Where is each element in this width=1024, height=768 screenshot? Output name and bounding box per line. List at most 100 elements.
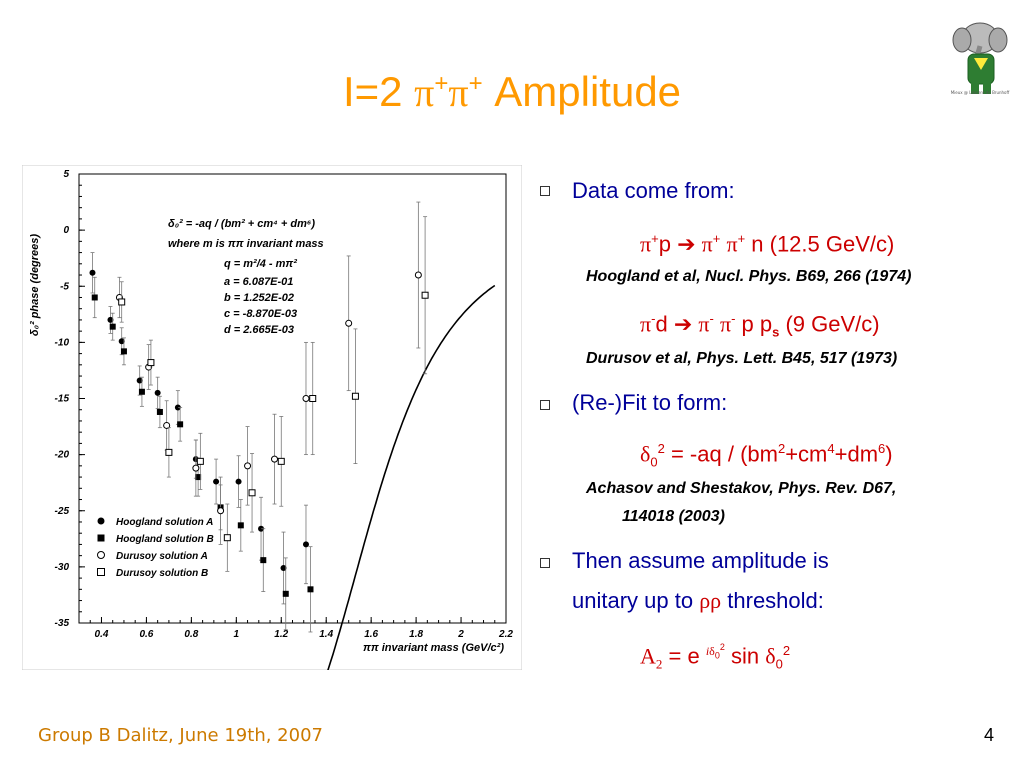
data-point-durusoy-a [271, 455, 279, 463]
data-point-hoogland-a [136, 377, 143, 384]
legend-durusoy-b: Durusoy solution B [116, 568, 208, 579]
logo-caption: Mieux @ Laurent de Brunhoff [950, 90, 1010, 95]
annotation-formula: δ₀² = -aq / (bm² + cm⁴ + dm⁶) [168, 218, 315, 230]
y-tick-label: -35 [55, 618, 70, 629]
data-point-hoogland-b [177, 421, 184, 428]
y-tick-label: 5 [63, 169, 69, 180]
y-tick-label: 0 [63, 225, 69, 236]
y-tick-label: -5 [60, 281, 69, 292]
bullet-unitarity-1: Then assume amplitude is [572, 548, 829, 573]
y-tick-label: -10 [55, 337, 70, 348]
data-point-durusoy-b [196, 457, 204, 465]
legend-hoogland-b: Hoogland solution B [116, 534, 214, 545]
x-tick-label: 1.8 [409, 629, 423, 640]
data-point-durusoy-b [118, 298, 126, 306]
data-point-durusoy-b [165, 448, 173, 456]
y-tick-label: -15 [55, 394, 70, 405]
data-point-hoogland-b [156, 408, 163, 415]
page-number: 4 [984, 725, 995, 745]
chart-frame [22, 165, 522, 670]
data-point-hoogland-b [138, 388, 145, 395]
data-point-durusoy-b [421, 291, 429, 299]
annotation-b: b = 1.252E-02 [224, 292, 294, 304]
data-point-hoogland-a [302, 541, 309, 548]
data-point-durusoy-a [414, 271, 422, 279]
x-tick-label: 0.6 [139, 629, 153, 640]
x-tick-label: 1.6 [364, 629, 378, 640]
elephant-logo [952, 22, 1008, 94]
phase-shift-chart: 0.4 0.6 0.8 1 1.2 1.4 1.6 1.8 2 2.2 5 0 -5 -10 -15 -20 -… [22, 165, 522, 670]
annotation-a: a = 6.087E-01 [224, 276, 293, 288]
reaction-2: π-d ➔ π- π- p ps (9 GeV/c) [640, 311, 880, 340]
annotation-c: c = -8.870E-03 [224, 308, 297, 320]
reference-durusov: Durusov et al, Phys. Lett. B45, 517 (197… [586, 350, 898, 367]
x-tick-label: 1.2 [274, 629, 288, 640]
y-tick-label: -20 [55, 450, 70, 461]
legend-marker-durusoy-a [97, 551, 105, 559]
data-point-durusoy-a [244, 462, 252, 470]
data-point-hoogland-a [107, 316, 114, 323]
data-point-durusoy-b [223, 534, 231, 542]
data-point-durusoy-b [248, 489, 256, 497]
data-point-durusoy-b [351, 392, 359, 400]
data-point-durusoy-a [217, 507, 225, 515]
legend-durusoy-a: Durusoy solution A [116, 551, 208, 562]
bullet-marker [540, 186, 550, 196]
data-point-hoogland-a [280, 564, 287, 571]
y-tick-label: -30 [55, 562, 70, 573]
data-point-durusoy-a [192, 464, 200, 472]
y-tick-label: -25 [55, 506, 70, 517]
bullet-data-sources: Data come from: [572, 178, 735, 203]
data-point-durusoy-a [345, 319, 353, 327]
reference-achasov-2: 114018 (2003) [622, 508, 725, 525]
bullet-refit: (Re-)Fit to form: [572, 390, 728, 415]
legend-marker-hoogland-b [97, 534, 105, 542]
data-point-hoogland-b [109, 323, 116, 330]
data-point-durusoy-a [163, 421, 171, 429]
x-tick-label: 2 [457, 629, 464, 640]
bullet-marker [540, 400, 550, 410]
data-point-hoogland-a [89, 269, 96, 276]
x-tick-label: 1 [234, 629, 240, 640]
x-tick-label: 0.4 [95, 629, 109, 640]
data-point-hoogland-a [174, 404, 181, 411]
y-axis-label: δ₀² phase (degrees) [29, 234, 41, 336]
fit-annotation: δ₀² = -aq / (bm² + cm⁴ + dm⁶) where m is… [168, 218, 324, 336]
data-point-durusoy-b [309, 395, 317, 402]
fit-formula: δ02 = -aq / (bm2+cm4+dm6) [640, 441, 893, 470]
legend-hoogland-a: Hoogland solution A [116, 517, 213, 528]
legend: Hoogland solution A Hoogland solution B … [97, 517, 214, 579]
annotation-q: q = m²/4 - mπ² [224, 258, 297, 270]
data-point-hoogland-a [154, 389, 161, 396]
data-point-hoogland-b [307, 586, 314, 593]
data-point-hoogland-b [91, 294, 98, 301]
fit-curve [327, 284, 496, 670]
data-point-hoogland-b [120, 348, 127, 355]
slide-title: I=2 π+π+ Amplitude [342, 68, 682, 115]
data-point-hoogland-a [213, 478, 220, 485]
data-point-durusoy-b [277, 457, 285, 465]
data-point-hoogland-a [235, 478, 242, 485]
annotation-d: d = 2.665E-03 [224, 324, 294, 336]
amplitude-formula: A2 = e iδ02 sin δ02 [640, 642, 791, 672]
footer-text: Group B Dalitz, June 19th, 2007 [38, 725, 323, 746]
bullet-unitarity-2: unitary up to ρρ threshold: [572, 588, 824, 613]
data-point-hoogland-a [118, 338, 125, 345]
reference-achasov-1: Achasov and Shestakov, Phys. Rev. D67, [586, 480, 897, 497]
data-point-hoogland-b [282, 590, 289, 597]
legend-marker-hoogland-a [97, 517, 105, 525]
data-point-durusoy-b [147, 359, 155, 367]
data-point-hoogland-b [195, 474, 202, 481]
x-tick-label: 0.8 [184, 629, 198, 640]
data-point-hoogland-a [258, 525, 265, 532]
data-point-durusoy-a [302, 395, 310, 402]
x-tick-label: 1.4 [319, 629, 333, 640]
reaction-1: π+p ➔ π+ π+ n (12.5 GeV/c) [640, 231, 895, 257]
data-point-hoogland-b [237, 522, 244, 529]
data-point-hoogland-b [260, 557, 267, 564]
annotation-where: where m is ππ invariant mass [168, 238, 324, 250]
x-axis-label: ππ invariant mass (GeV/c²) [363, 642, 504, 654]
reference-hoogland: Hoogland et al, Nucl. Phys. B69, 266 (19… [586, 268, 912, 285]
legend-marker-durusoy-b [97, 568, 105, 576]
bullet-marker [540, 558, 550, 568]
